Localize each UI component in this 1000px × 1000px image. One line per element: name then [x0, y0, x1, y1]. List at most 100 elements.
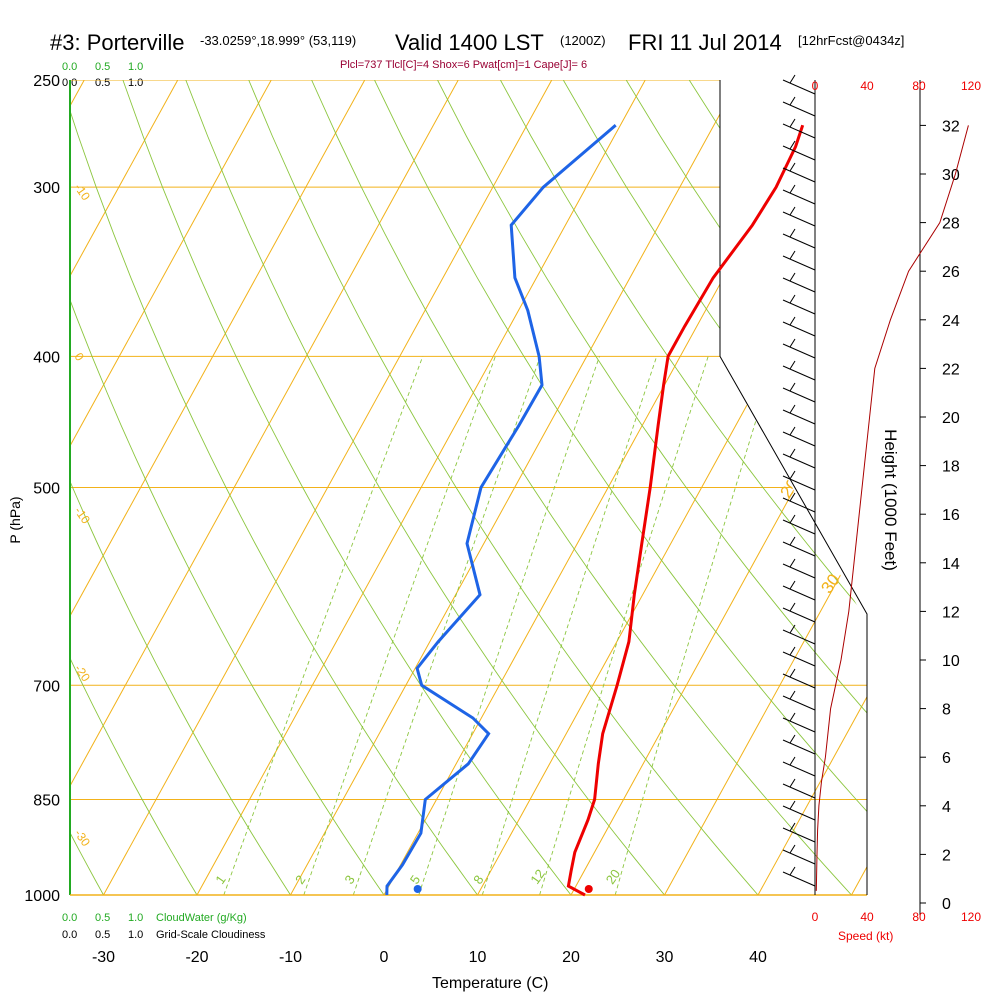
dry-adiabat-line: [311, 80, 852, 895]
wind-barb: [782, 343, 816, 359]
height-tick-label: 4: [942, 799, 951, 816]
cloudiness-legend-0: 0.0: [62, 929, 77, 941]
cloudwater-legend-1: 0.5: [95, 912, 110, 924]
temperature-tick-label: -30: [92, 949, 115, 966]
temperature-tick-label: -20: [185, 949, 208, 966]
dry-adiabat-line: [814, 80, 867, 895]
cloudwater-legend-2: 1.0: [128, 912, 143, 924]
temperature-tick-label: 0: [380, 949, 389, 966]
wind-barb-flag: [789, 492, 796, 502]
dry-adiabat-line: [248, 80, 759, 895]
cloudiness-legend: 0.0 0.5 1.0 Grid-Scale Cloudiness: [62, 929, 266, 941]
wind-barb-flag: [789, 558, 796, 568]
wind-barb-flag: [789, 162, 796, 172]
wind-barb: [782, 233, 816, 249]
wind-barb: [782, 79, 816, 95]
y-axis-title: P (hPa): [7, 496, 23, 543]
temperature-tick-label: 30: [656, 949, 674, 966]
dry-adiabat-line: [562, 80, 867, 895]
forecast-date: FRI 11 Jul 2014: [628, 30, 782, 55]
plot-layer: 1 2 3 5 8 12 20-100-10-20-30010203025030040050…: [24, 73, 981, 966]
wind-barb: [782, 739, 816, 755]
pressure-tick-label: 250: [33, 73, 60, 90]
forecast-hour: [12hrFcst@0434z]: [798, 33, 904, 48]
wind-barb: [782, 475, 816, 491]
wind-barb-flag: [789, 536, 796, 546]
temperature-tick-label: 20: [562, 949, 580, 966]
wind-barbs: [782, 74, 816, 887]
height-tick-label: 14: [942, 556, 960, 573]
wind-barb: [782, 871, 816, 887]
height-axis-title: Height (1000 Feet): [881, 429, 900, 571]
mixing-ratio-label: 2: [292, 872, 308, 887]
height-tick-label: 6: [942, 750, 951, 767]
wind-barb-flag: [789, 712, 796, 722]
temperature-tick-label: 40: [749, 949, 767, 966]
wind-barb: [782, 783, 816, 799]
isotherm-line: [664, 80, 867, 895]
wind-barb: [782, 255, 816, 271]
wind-barb-flag: [789, 404, 796, 414]
wind-barb: [782, 849, 816, 865]
wind-barb-flag: [789, 184, 796, 194]
wind-barb-flag: [789, 382, 796, 392]
mixing-ratio-label: 3: [341, 872, 357, 887]
wind-barb-flag: [789, 624, 796, 634]
cloudwater-legend-label: CloudWater (g/Kg): [156, 912, 247, 924]
wind-barb: [782, 695, 816, 711]
wind-barb-flag: [789, 844, 796, 854]
wind-barb: [782, 101, 816, 117]
speed-tick-label-top: 80: [912, 79, 926, 93]
speed-tick-label-bottom: 80: [912, 910, 926, 924]
isotherm-label: -10: [72, 181, 94, 204]
isotherm-line: [196, 80, 646, 895]
wind-speed-line: [815, 125, 969, 891]
speed-tick-label-top: 120: [961, 79, 981, 93]
wind-barb-flag: [789, 228, 796, 238]
speed-tick-label-top: 0: [812, 79, 819, 93]
height-tick-label: 8: [942, 702, 951, 719]
dry-adiabat-line: [437, 80, 867, 895]
wind-barb-flag: [789, 602, 796, 612]
wind-barb-flag: [789, 514, 796, 524]
wind-barb: [782, 321, 816, 337]
mixing-ratio-line: [352, 356, 541, 895]
station-title: #3: Porterville: [50, 30, 185, 55]
cloudiness-legend-label: Grid-Scale Cloudiness: [156, 929, 266, 941]
wind-barb-flag: [789, 426, 796, 436]
isotherm-label: -20: [72, 662, 94, 685]
mixing-ratio-label: 1: [212, 872, 228, 887]
wind-barb-flag: [789, 866, 796, 876]
wind-barb-flag: [789, 74, 796, 84]
utc-time: (1200Z): [560, 33, 606, 48]
wind-barb-flag: [789, 206, 796, 216]
mixing-ratio-line: [303, 356, 496, 895]
wind-barb: [782, 717, 816, 733]
speed-tick-label-bottom: 120: [961, 910, 981, 924]
cloudwater-scale-0: 0.0: [62, 61, 77, 73]
dry-adiabat-line: [500, 80, 867, 895]
isotherm-line: [70, 80, 272, 895]
cloudiness-scale-top: 0.0 0.5 1.0: [62, 77, 143, 89]
mixing-ratio-label: 12: [527, 866, 548, 886]
mixing-ratio-label: 5: [407, 872, 423, 887]
cloudwater-legend-0: 0.0: [62, 912, 77, 924]
wind-barb: [782, 827, 816, 843]
wind-barb-flag: [789, 360, 796, 370]
height-tick-label: 20: [942, 410, 960, 427]
height-tick-label: 22: [942, 361, 960, 378]
dry-adiabat-line: [122, 80, 572, 895]
height-tick-label: 32: [942, 118, 960, 135]
wind-barb-flag: [789, 646, 796, 656]
wind-barb-flag: [789, 140, 796, 150]
isotherm-label: -30: [72, 827, 94, 850]
wind-barb: [782, 409, 816, 425]
mixing-ratio-label: 8: [470, 872, 486, 887]
wind-barb-flag: [789, 470, 796, 480]
cloudiness-legend-1: 0.5: [95, 929, 110, 941]
pressure-tick-label: 850: [33, 792, 60, 809]
wind-barb: [782, 629, 816, 645]
wind-barb: [782, 145, 816, 161]
cloudwater-scale-2: 1.0: [128, 61, 143, 73]
